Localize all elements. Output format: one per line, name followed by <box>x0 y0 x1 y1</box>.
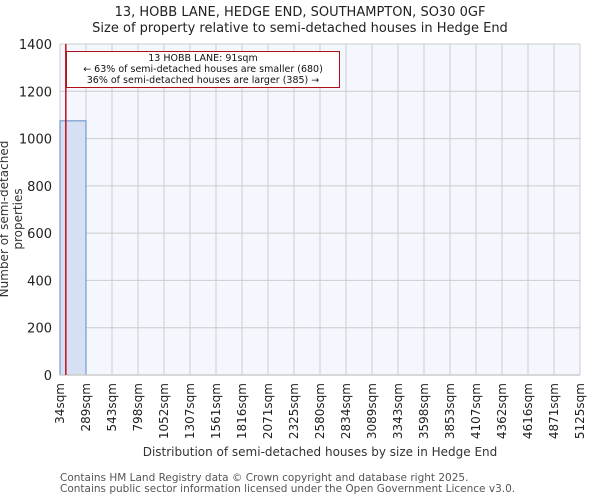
x-tick-label: 4616sqm <box>521 383 535 439</box>
x-tick-label: 3853sqm <box>443 383 457 439</box>
y-tick-label: 1000 <box>19 133 52 148</box>
x-tick-label: 289sqm <box>79 383 93 431</box>
y-axis-label: Number of semi-detached properties <box>0 140 25 298</box>
x-tick-label: 3343sqm <box>391 383 405 439</box>
x-tick-label: 5125sqm <box>573 383 587 439</box>
footer-licence: Contains public sector information licen… <box>60 483 516 495</box>
x-tick-label: 3089sqm <box>365 383 379 439</box>
y-tick-label: 200 <box>27 322 52 337</box>
y-tick-label: 400 <box>27 274 52 289</box>
footer-copyright: Contains HM Land Registry data © Crown c… <box>60 472 469 484</box>
x-tick-label: 2325sqm <box>287 383 301 439</box>
x-tick-label: 1561sqm <box>209 383 223 439</box>
x-tick-label: 2834sqm <box>339 383 353 439</box>
chart-subtitle: Size of property relative to semi-detach… <box>92 21 508 36</box>
x-tick-label: 4362sqm <box>495 383 509 439</box>
y-tick-label: 0 <box>44 369 52 384</box>
histogram-bar <box>59 120 87 376</box>
x-tick-label: 4107sqm <box>469 383 483 439</box>
x-tick-label: 1307sqm <box>183 383 197 439</box>
x-tick-label: 543sqm <box>105 383 119 431</box>
x-tick-label: 4871sqm <box>547 383 561 439</box>
y-tick-label: 800 <box>27 180 52 195</box>
chart-title: 13, HOBB LANE, HEDGE END, SOUTHAMPTON, S… <box>114 5 486 20</box>
x-tick-label: 34sqm <box>53 383 67 424</box>
x-axis-label: Distribution of semi-detached houses by … <box>142 445 498 459</box>
annotation-line-2: ← 63% of semi-detached houses are smalle… <box>83 64 323 75</box>
x-tick-label: 2580sqm <box>313 383 327 439</box>
x-tick-label: 1052sqm <box>157 383 171 439</box>
x-tick-label: 2071sqm <box>261 383 275 439</box>
x-tick-label: 3598sqm <box>417 383 431 439</box>
annotation-line-3: 36% of semi-detached houses are larger (… <box>86 75 320 86</box>
y-tick-label: 1400 <box>19 38 52 53</box>
y-tick-label: 1200 <box>19 85 52 100</box>
x-tick-label: 1816sqm <box>235 383 249 439</box>
x-tick-label: 798sqm <box>131 383 145 431</box>
annotation-line-1: 13 HOBB LANE: 91sqm <box>148 53 258 64</box>
y-tick-label: 600 <box>27 227 52 242</box>
property-annotation-box: 13 HOBB LANE: 91sqm ← 63% of semi-detach… <box>66 51 340 88</box>
